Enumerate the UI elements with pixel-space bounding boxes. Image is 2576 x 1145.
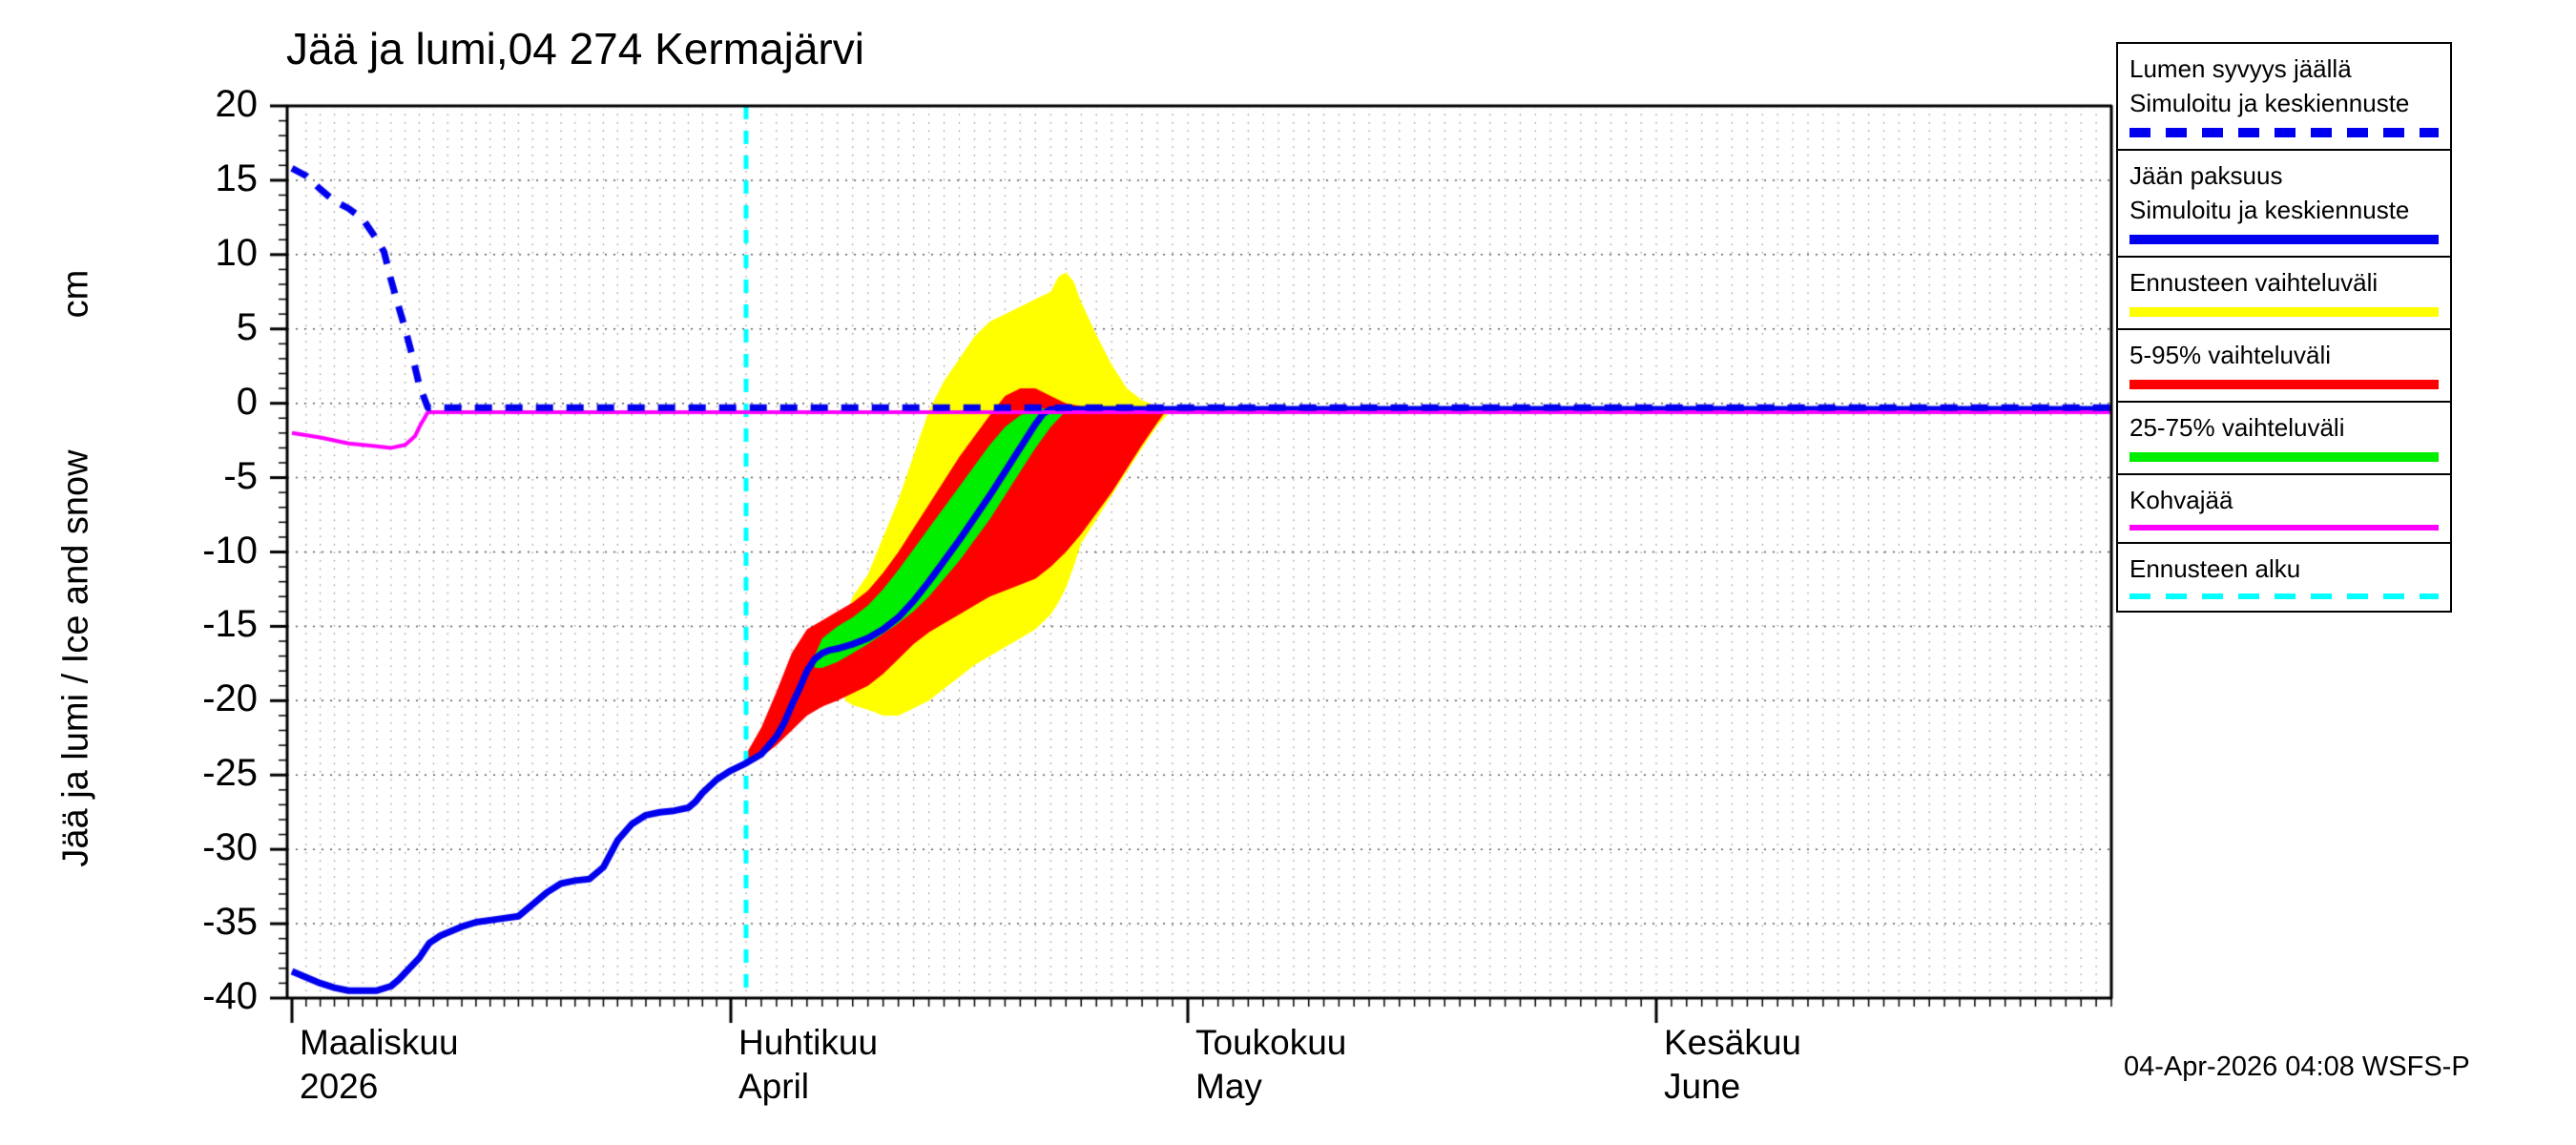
legend-sample-line bbox=[2129, 525, 2439, 531]
legend-label: Ennusteen vaihteluväli bbox=[2129, 268, 2379, 297]
y-tick-label: -15 bbox=[202, 603, 258, 646]
month-sublabel: May bbox=[1195, 1067, 1262, 1106]
legend-label: Lumen syvyys jäällä bbox=[2129, 54, 2352, 83]
y-tick-label: -25 bbox=[202, 752, 258, 795]
legend-sample-line bbox=[2129, 307, 2439, 317]
legend-label: 5-95% vaihteluväli bbox=[2129, 341, 2332, 369]
chart-title: Jää ja lumi,04 274 Kermajärvi bbox=[286, 24, 864, 73]
month-label: Maaliskuu bbox=[300, 1023, 459, 1062]
y-tick-label: 0 bbox=[236, 380, 258, 423]
legend-item-6: Ennusteen alku bbox=[2116, 542, 2452, 613]
month-label: Huhtikuu bbox=[738, 1023, 879, 1062]
timestamp: 04-Apr-2026 04:08 WSFS-P bbox=[2124, 1051, 2470, 1082]
legend-label: Simuloitu ja keskiennuste bbox=[2129, 196, 2410, 224]
legend-label: 25-75% vaihteluväli bbox=[2129, 413, 2345, 442]
legend-item-4: 25-75% vaihteluväli bbox=[2116, 401, 2452, 475]
y-tick-label: -30 bbox=[202, 826, 258, 869]
legend-label: Jään paksuus bbox=[2129, 161, 2283, 190]
y-tick-label: -20 bbox=[202, 677, 258, 720]
month-label: Toukokuu bbox=[1195, 1023, 1347, 1062]
legend-item-1: Jään paksuus Simuloitu ja keskiennuste bbox=[2116, 149, 2452, 258]
y-axis-unit: cm bbox=[55, 269, 96, 319]
month-label: Kesäkuu bbox=[1664, 1023, 1801, 1062]
legend-label: Kohvajää bbox=[2129, 486, 2233, 514]
y-tick-label: -35 bbox=[202, 901, 258, 944]
legend-item-2: Ennusteen vaihteluväli bbox=[2116, 256, 2452, 330]
legend-item-5: Kohvajää bbox=[2116, 473, 2452, 544]
legend-label: Ennusteen alku bbox=[2129, 554, 2301, 583]
y-tick-label: 15 bbox=[215, 156, 259, 199]
legend-sample-line bbox=[2129, 380, 2439, 389]
legend-sample-line bbox=[2129, 452, 2439, 462]
month-sublabel: June bbox=[1664, 1067, 1741, 1106]
legend-sample-line bbox=[2129, 235, 2439, 244]
y-tick-label: -10 bbox=[202, 529, 258, 572]
y-tick-label: 20 bbox=[215, 83, 259, 125]
legend: Lumen syvyys jäällä Simuloitu ja keskienn… bbox=[2116, 42, 2452, 613]
y-tick-label: -5 bbox=[223, 454, 258, 497]
legend-item-0: Lumen syvyys jäällä Simuloitu ja keskienn… bbox=[2116, 42, 2452, 151]
month-sublabel: 2026 bbox=[300, 1067, 379, 1106]
y-axis-label: Jää ja lumi / Ice and snow bbox=[55, 449, 96, 867]
legend-sample-dashed-line bbox=[2129, 128, 2439, 137]
y-tick-label: 10 bbox=[215, 231, 259, 274]
y-tick-label: 5 bbox=[236, 305, 258, 348]
month-sublabel: April bbox=[738, 1067, 810, 1106]
legend-sample-dashed-line bbox=[2129, 593, 2439, 599]
legend-label: Simuloitu ja keskiennuste bbox=[2129, 89, 2410, 117]
legend-item-3: 5-95% vaihteluväli bbox=[2116, 328, 2452, 403]
y-tick-label: -40 bbox=[202, 975, 258, 1017]
